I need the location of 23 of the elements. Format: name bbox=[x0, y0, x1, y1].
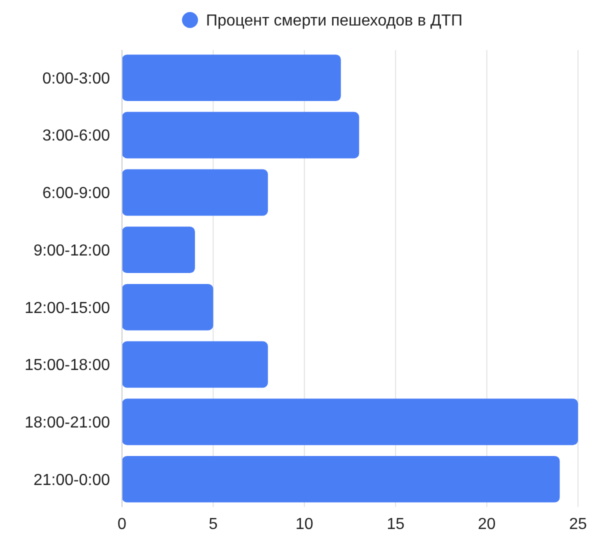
y-tick-label: 9:00-12:00 bbox=[33, 242, 110, 260]
y-tick-label: 6:00-9:00 bbox=[42, 185, 110, 202]
y-tick-label: 3:00-6:00 bbox=[42, 128, 110, 145]
x-tick-label: 15 bbox=[386, 516, 405, 533]
x-tick-label: 0 bbox=[118, 516, 127, 533]
bar bbox=[122, 226, 195, 274]
legend-label: Процент смерти пешеходов в ДТП bbox=[206, 12, 462, 30]
bar bbox=[122, 398, 578, 446]
y-tick-label: 21:00-0:00 bbox=[33, 472, 110, 489]
bar bbox=[122, 169, 268, 216]
bar bbox=[122, 54, 341, 102]
x-tick-label: 10 bbox=[296, 516, 314, 533]
bar bbox=[122, 341, 268, 388]
bar bbox=[122, 284, 214, 330]
y-tick-label: 12:00-15:00 bbox=[24, 300, 110, 317]
x-tick-label: 5 bbox=[208, 516, 218, 533]
x-tick-label: 20 bbox=[478, 516, 496, 533]
x-tick-label: 25 bbox=[569, 516, 587, 533]
bar bbox=[122, 456, 560, 502]
y-tick-label: 0:00-3:00 bbox=[42, 70, 110, 88]
y-tick-label: 18:00-21:00 bbox=[24, 414, 110, 432]
bar bbox=[122, 112, 360, 158]
y-tick-label: 15:00-18:00 bbox=[24, 357, 110, 374]
